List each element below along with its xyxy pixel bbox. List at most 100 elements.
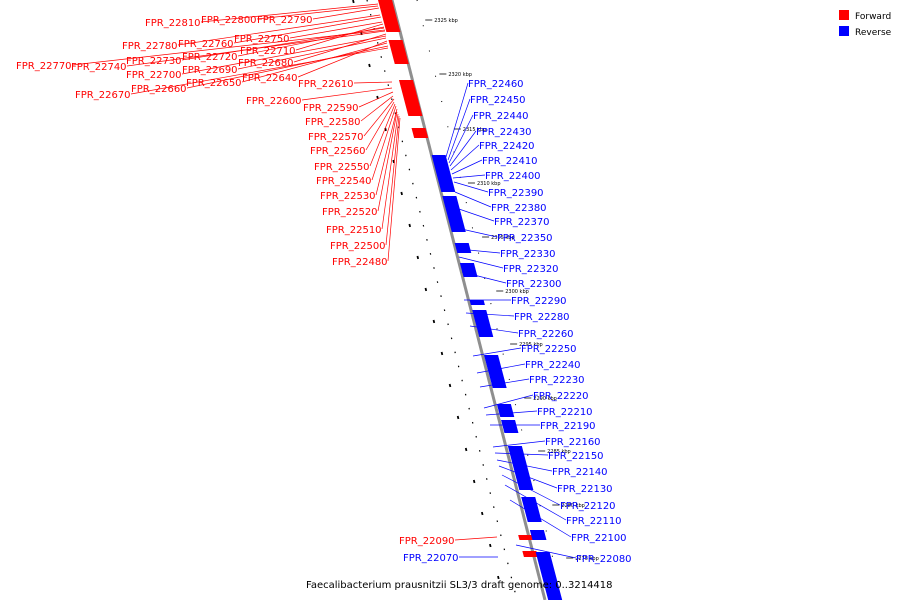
reverse-gene-label[interactable]: FPR_22420 — [479, 141, 535, 152]
forward-gene-label[interactable]: FPR_22700 — [126, 70, 182, 81]
ruler-tick-label: 2275 kbp — [575, 556, 599, 562]
reverse-gene-label[interactable]: FPR_22370 — [494, 217, 550, 228]
forward-gene-label[interactable]: FPR_22580 — [305, 117, 361, 128]
reverse-gene-label[interactable]: FPR_22220 — [533, 391, 589, 402]
reverse-gene-feature — [521, 497, 542, 522]
reverse-connector — [450, 144, 480, 171]
forward-gene-feature — [398, 80, 423, 116]
reverse-gene-label[interactable]: FPR_22390 — [488, 188, 544, 199]
ruler-tick-label: 2325 kbp — [434, 18, 458, 24]
legend-reverse-swatch — [839, 26, 849, 36]
reverse-gene-feature — [442, 196, 466, 232]
forward-connector — [177, 14, 381, 46]
reverse-gene-label[interactable]: FPR_22430 — [476, 127, 532, 138]
forward-connector — [369, 103, 396, 167]
forward-gene-label[interactable]: FPR_22520 — [322, 207, 378, 218]
ruler-tick-label: 2295 kbp — [519, 342, 543, 348]
reverse-gene-label[interactable]: FPR_22150 — [548, 451, 604, 462]
forward-gene-label[interactable]: FPR_22810 — [145, 18, 201, 29]
forward-gene-label[interactable]: FPR_22790 — [257, 15, 313, 26]
reverse-connector — [455, 207, 495, 222]
reverse-gene-label[interactable]: FPR_22410 — [482, 156, 538, 167]
forward-gene-label[interactable]: FPR_22560 — [310, 146, 366, 157]
reverse-connector — [449, 130, 477, 167]
legend-reverse-label: Reverse — [855, 28, 892, 38]
reverse-gene-label[interactable]: FPR_22110 — [566, 516, 622, 527]
forward-gene-label[interactable]: FPR_22600 — [246, 96, 302, 107]
forward-gene-label[interactable]: FPR_22690 — [182, 65, 238, 76]
forward-gene-label[interactable]: FPR_22710 — [240, 46, 296, 57]
ruler-tick-label: 2290 kbp — [533, 396, 557, 402]
forward-gene-label[interactable]: FPR_22570 — [308, 132, 364, 143]
reverse-gene-label[interactable]: FPR_22460 — [468, 79, 524, 90]
reverse-gene-feature — [484, 355, 507, 388]
forward-connector — [181, 27, 385, 61]
forward-connector — [130, 47, 389, 95]
forward-connector — [293, 33, 387, 63]
forward-gene-label[interactable]: FPR_22510 — [326, 225, 382, 236]
forward-connector — [363, 98, 395, 137]
forward-gene-label[interactable]: FPR_22740 — [71, 62, 127, 73]
forward-gene-label[interactable]: FPR_22680 — [238, 58, 294, 69]
ruler-tick-label: 2305 kbp — [491, 235, 515, 241]
forward-gene-label[interactable]: FPR_22480 — [332, 257, 388, 268]
forward-gene-label[interactable]: FPR_22670 — [75, 90, 131, 101]
reverse-gene-label[interactable]: FPR_22230 — [529, 375, 585, 386]
forward-gene-label[interactable]: FPR_22720 — [182, 52, 238, 63]
reverse-gene-label[interactable]: FPR_22300 — [506, 279, 562, 290]
reverse-gene-label[interactable]: FPR_22450 — [470, 95, 526, 106]
forward-gene-feature — [411, 128, 429, 138]
forward-gene-label[interactable]: FPR_22500 — [330, 241, 386, 252]
forward-gene-label[interactable]: FPR_22660 — [131, 84, 187, 95]
reverse-gene-label[interactable]: FPR_22320 — [503, 264, 559, 275]
reverse-gene-label[interactable]: FPR_22240 — [525, 360, 581, 371]
reverse-gene-label[interactable]: FPR_22260 — [518, 329, 574, 340]
forward-gene-label[interactable]: FPR_22640 — [242, 73, 298, 84]
reverse-gene-label[interactable]: FPR_22210 — [537, 407, 593, 418]
reverse-connector — [452, 174, 486, 179]
forward-gene-label[interactable]: FPR_22610 — [298, 79, 354, 90]
forward-gene-label[interactable]: FPR_22760 — [178, 39, 234, 50]
forward-gene-label[interactable]: FPR_22770 — [16, 61, 72, 72]
forward-connector — [385, 115, 400, 246]
forward-connector — [237, 37, 387, 70]
forward-gene-label[interactable]: FPR_22090 — [399, 536, 455, 547]
reverse-gene-label[interactable]: FPR_22380 — [491, 203, 547, 214]
reverse-gene-label[interactable]: FPR_22080 — [576, 554, 632, 565]
reverse-gene-label[interactable]: FPR_22130 — [557, 484, 613, 495]
reverse-gene-label[interactable]: FPR_22400 — [485, 171, 541, 182]
forward-gene-label[interactable]: FPR_22730 — [126, 56, 182, 67]
reverse-gene-label[interactable]: FPR_22290 — [511, 296, 567, 307]
reverse-gene-label[interactable]: FPR_22330 — [500, 249, 556, 260]
reverse-gene-label[interactable]: FPR_22440 — [473, 111, 529, 122]
forward-connector — [71, 29, 386, 66]
reverse-gene-label[interactable]: FPR_22160 — [545, 437, 601, 448]
reverse-gene-label[interactable]: FPR_22190 — [540, 421, 596, 432]
forward-gene-label[interactable]: FPR_22550 — [314, 162, 370, 173]
forward-connector — [375, 108, 398, 196]
legend: Forward Reverse — [839, 10, 892, 38]
forward-gene-label[interactable]: FPR_22590 — [303, 103, 359, 114]
reverse-connector — [472, 347, 522, 357]
reverse-connector — [454, 191, 492, 208]
reverse-gene-label[interactable]: FPR_22100 — [571, 533, 627, 544]
ruler-tick-label: 2320 kbp — [448, 72, 472, 78]
reverse-gene-label[interactable]: FPR_22350 — [497, 233, 553, 244]
forward-connector — [126, 30, 386, 67]
reverse-gene-label[interactable]: FPR_22120 — [560, 501, 616, 512]
forward-gene-label[interactable]: FPR_22780 — [122, 41, 178, 52]
forward-gene-label[interactable]: FPR_22800 — [201, 15, 257, 26]
reverse-gene-feature — [459, 263, 478, 277]
forward-gene-label[interactable]: FPR_22540 — [316, 176, 372, 187]
reverse-gene-label[interactable]: FPR_22280 — [514, 312, 570, 323]
forward-gene-label[interactable]: FPR_22650 — [186, 78, 242, 89]
reverse-gene-label[interactable]: FPR_22140 — [552, 467, 608, 478]
forward-connector — [360, 95, 394, 122]
forward-connector — [381, 113, 399, 230]
reverse-gene-label[interactable]: FPR_22070 — [403, 553, 459, 564]
reverse-gene-label[interactable]: FPR_22250 — [521, 344, 577, 355]
forward-gene-label[interactable]: FPR_22530 — [320, 191, 376, 202]
genome-caption: Faecalibacterium prausnitzii SL3/3 draft… — [306, 580, 613, 591]
ruler-tick-label: 2310 kbp — [477, 181, 501, 187]
forward-gene-label[interactable]: FPR_22750 — [234, 34, 290, 45]
